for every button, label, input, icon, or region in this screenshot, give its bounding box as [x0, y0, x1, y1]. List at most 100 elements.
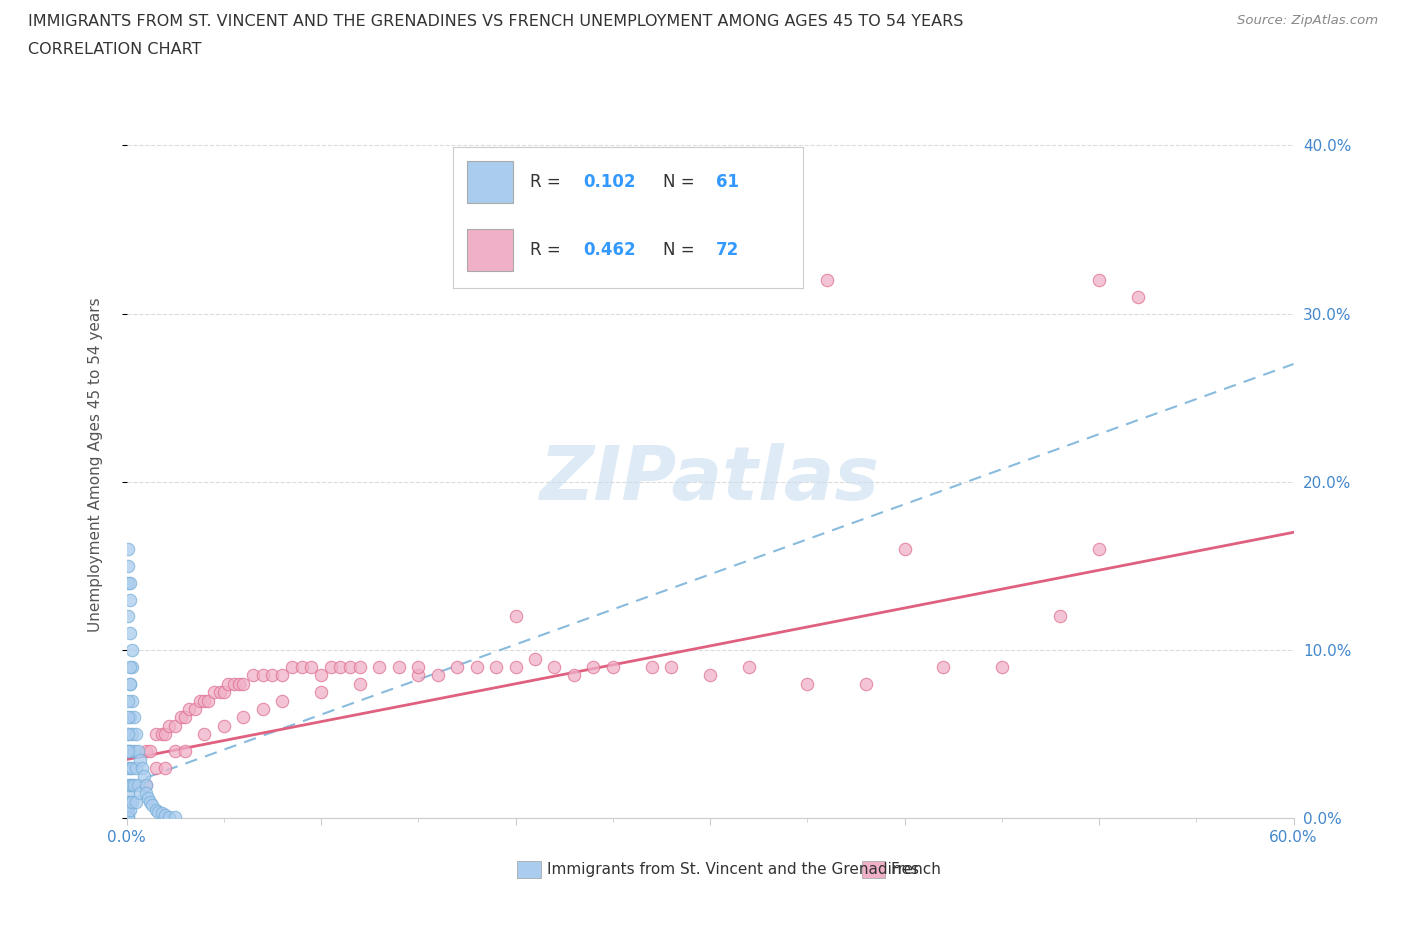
Text: French: French: [891, 862, 942, 878]
Point: [135, 786, 157, 801]
Point: [252, 668, 274, 683]
Point: [165, 809, 187, 824]
Text: Immigrants from St. Vincent and the Grenadines: Immigrants from St. Vincent and the Gren…: [547, 862, 918, 878]
Point: [121, 727, 143, 742]
Point: [426, 668, 449, 683]
Point: [120, 744, 142, 759]
Point: [543, 659, 565, 674]
Point: [120, 676, 142, 691]
Point: [121, 693, 143, 708]
Point: [120, 710, 142, 724]
Point: [145, 727, 167, 742]
Point: [124, 777, 146, 792]
Point: [127, 777, 149, 792]
Point: [135, 777, 157, 792]
Point: [1126, 289, 1149, 304]
Point: [197, 693, 219, 708]
Point: [117, 541, 139, 556]
Point: [602, 659, 624, 674]
Point: [117, 609, 139, 624]
Point: [271, 693, 294, 708]
Point: [641, 659, 664, 674]
Point: [222, 676, 245, 691]
Point: [990, 659, 1012, 674]
Point: [388, 659, 411, 674]
Point: [117, 811, 139, 826]
Point: [125, 761, 148, 776]
Point: [157, 718, 180, 733]
Text: Source: ZipAtlas.com: Source: ZipAtlas.com: [1237, 14, 1378, 27]
Point: [893, 541, 915, 556]
Point: [120, 676, 142, 691]
Point: [155, 807, 177, 822]
Point: [125, 727, 148, 742]
Point: [120, 592, 142, 607]
Point: [117, 809, 139, 824]
Point: [1088, 272, 1111, 287]
Point: [309, 684, 332, 699]
Point: [121, 643, 143, 658]
Point: [157, 809, 180, 824]
Point: [117, 710, 139, 724]
Point: [124, 744, 146, 759]
Point: [150, 727, 173, 742]
Point: [208, 684, 231, 699]
Point: [217, 676, 239, 691]
Point: [117, 786, 139, 801]
Point: [281, 659, 304, 674]
Point: [121, 794, 143, 809]
Point: [202, 684, 225, 699]
Point: [349, 659, 371, 674]
Point: [127, 744, 149, 759]
Point: [855, 676, 877, 691]
Point: [562, 668, 585, 683]
Point: [139, 744, 162, 759]
Point: [117, 794, 139, 809]
Point: [117, 744, 139, 759]
Point: [117, 559, 139, 574]
Point: [120, 761, 142, 776]
Point: [262, 668, 284, 683]
Point: [699, 668, 721, 683]
Point: [523, 651, 546, 666]
Point: [165, 744, 187, 759]
Point: [120, 803, 142, 817]
Point: [117, 727, 139, 742]
Point: [329, 659, 352, 674]
Point: [232, 676, 254, 691]
Point: [120, 626, 142, 641]
Point: [145, 803, 167, 817]
Point: [177, 701, 200, 716]
Point: [120, 576, 142, 591]
Point: [659, 659, 682, 674]
Point: [131, 761, 153, 776]
Point: [582, 659, 605, 674]
Point: [136, 790, 159, 805]
Point: [1049, 609, 1071, 624]
Point: [232, 710, 254, 724]
Point: [212, 684, 235, 699]
Point: [349, 676, 371, 691]
Point: [150, 806, 173, 821]
Point: [299, 659, 322, 674]
Point: [117, 803, 139, 817]
Point: [146, 804, 169, 819]
Y-axis label: Unemployment Among Ages 45 to 54 years: Unemployment Among Ages 45 to 54 years: [89, 298, 103, 632]
Point: [170, 710, 193, 724]
Point: [117, 761, 139, 776]
Point: [120, 777, 142, 792]
Point: [117, 806, 139, 821]
Text: IMMIGRANTS FROM ST. VINCENT AND THE GRENADINES VS FRENCH UNEMPLOYMENT AMONG AGES: IMMIGRANTS FROM ST. VINCENT AND THE GREN…: [28, 14, 963, 29]
Point: [932, 659, 955, 674]
Point: [815, 272, 838, 287]
Point: [117, 727, 139, 742]
Point: [339, 659, 361, 674]
Point: [228, 676, 250, 691]
Point: [120, 659, 142, 674]
Text: CORRELATION CHART: CORRELATION CHART: [28, 42, 201, 57]
Point: [271, 668, 294, 683]
Point: [505, 609, 527, 624]
Point: [165, 718, 187, 733]
Point: [117, 744, 139, 759]
Point: [155, 761, 177, 776]
